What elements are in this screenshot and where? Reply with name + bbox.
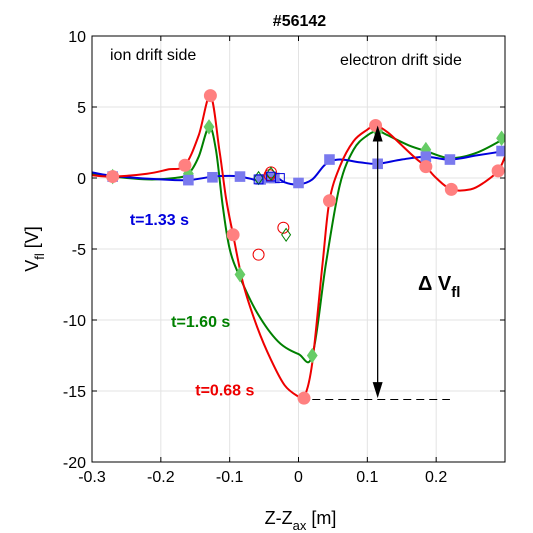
y-tick-label: -5 <box>72 242 86 259</box>
data-point-series-2 <box>491 164 505 178</box>
electron-drift-side-label: electron drift side <box>340 52 462 69</box>
data-point-series-0 <box>496 145 505 157</box>
y-axis-label: Vfl [V] <box>22 226 47 272</box>
data-point-series-1 <box>234 266 246 283</box>
delta-arrow-head-down <box>372 382 383 399</box>
y-tick-label: -10 <box>63 313 86 330</box>
ion-drift-side-label: ion drift side <box>110 47 196 64</box>
y-tick-label: 5 <box>77 100 86 117</box>
x-tick-label: 0.2 <box>425 469 447 486</box>
series-label-t068: t=0.68 s <box>195 382 254 399</box>
open-marker-diamond <box>281 227 292 243</box>
series-label-t160: t=1.60 s <box>171 314 230 331</box>
open-marker-diamond <box>265 166 276 181</box>
data-point-series-0 <box>183 174 194 186</box>
data-point-series-2 <box>106 170 120 184</box>
data-point-series-0 <box>234 171 246 182</box>
data-point-series-2 <box>444 182 458 196</box>
open-marker-circle <box>277 221 290 234</box>
x-tick-label: -0.3 <box>78 469 106 486</box>
y-tick-label: -20 <box>63 455 86 472</box>
data-point-series-2 <box>178 158 192 172</box>
x-tick-label: -0.1 <box>216 469 244 486</box>
open-marker-circle <box>252 248 265 261</box>
delta-arrow-head-up <box>372 125 383 142</box>
data-point-series-2 <box>203 89 217 103</box>
delta-arrow <box>312 125 450 401</box>
data-point-series-1 <box>203 119 215 135</box>
open-markers <box>252 166 292 261</box>
y-tick-label: 10 <box>68 29 86 46</box>
axis-ticks: -0.3 -0.2 -0.1 0 0.1 0.2 -20 -15 -10 -5 0 5 10 <box>63 29 505 486</box>
open-marker-square <box>253 174 264 185</box>
delta-vfl-label: Δ Vfl <box>418 273 460 301</box>
data-point-series-2 <box>419 160 433 174</box>
x-axis-label: Z-Zax [m] <box>265 508 337 533</box>
x-tick-label: -0.2 <box>147 469 175 486</box>
data-point-series-0 <box>444 154 456 165</box>
x-tick-label: 0 <box>294 469 303 486</box>
x-tick-label: 0.1 <box>356 469 378 486</box>
data-point-series-2 <box>226 228 240 242</box>
data-point-series-0 <box>293 177 304 189</box>
chart-title: #56142 <box>273 13 326 30</box>
data-point-series-0 <box>420 151 432 162</box>
y-tick-label: 0 <box>77 171 86 188</box>
series-label-t133: t=1.33 s <box>130 212 189 229</box>
data-point-series-2 <box>297 391 311 405</box>
data-point-series-2 <box>322 194 336 208</box>
data-point-series-2 <box>369 118 383 132</box>
open-marker-square <box>275 173 285 183</box>
data-point-series-1 <box>306 347 318 364</box>
open-marker-diamond <box>253 170 264 186</box>
data-point-series-0 <box>324 154 335 165</box>
data-point-series-0 <box>207 171 218 183</box>
y-tick-label: -15 <box>63 384 86 401</box>
series-markers <box>106 89 505 405</box>
